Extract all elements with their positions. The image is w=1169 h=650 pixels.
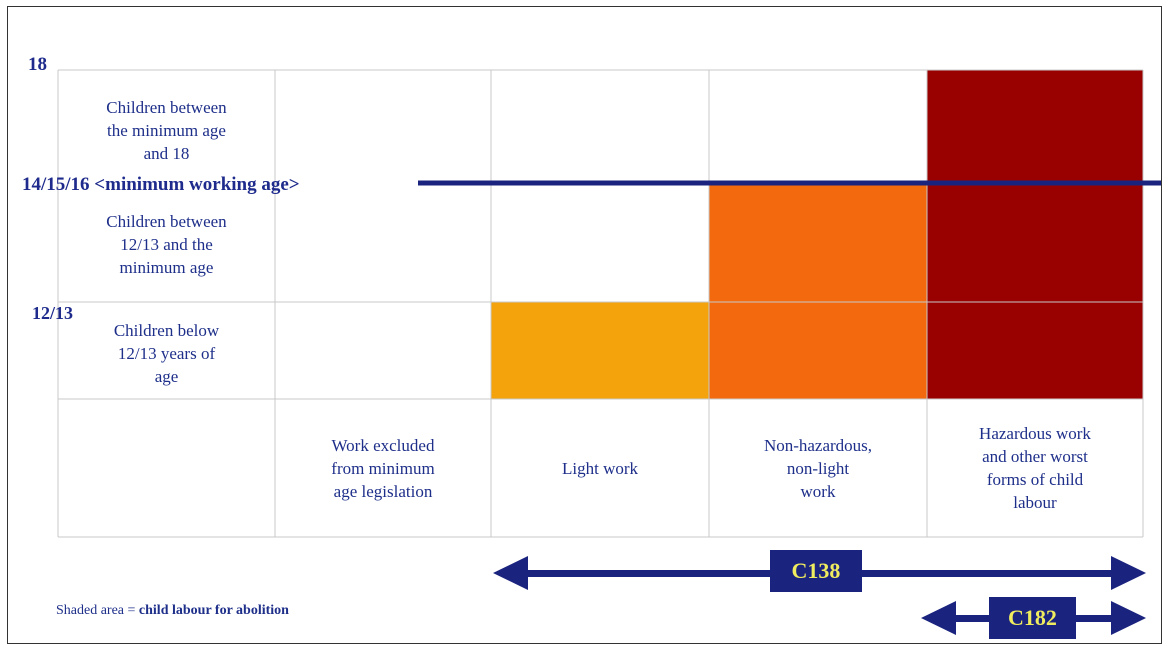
column-label-excluded-work: Work excluded from minimum age legislati… (331, 435, 435, 501)
legend-emphasis: child labour for abolition (138, 603, 289, 618)
row-label-below-12-13: Children below 12/13 years of age (113, 320, 220, 386)
shade-hazardous-all-ages (927, 70, 1143, 399)
age-label-12-13: 12/13 (32, 303, 74, 323)
row-label-min-age-to-18: Children between the minimum age and 18 (106, 97, 227, 163)
column-label-hazardous-work: Hazardous work and other worst forms of … (979, 424, 1091, 512)
convention-c138-label: C138 (770, 550, 862, 592)
shade-non-hazardous-below-12 (709, 302, 927, 399)
column-label-light-work: Light work (561, 458, 639, 478)
grid-lines (57, 69, 1144, 538)
column-label-non-hazardous-work: Non-hazardous, non-light work (763, 435, 873, 501)
convention-c182-label: C182 (989, 597, 1076, 639)
row-label-12-13-to-min-age: Children between 12/13 and the minimum a… (106, 211, 227, 277)
diagram-frame: 18 14/15/16 <minimum working age> 12/13 … (7, 6, 1162, 644)
shade-non-hazardous-12-to-min (709, 183, 927, 302)
age-label-18: 18 (28, 54, 47, 75)
age-label-minimum-working-age: 14/15/16 <minimum working age> (22, 174, 300, 195)
legend-shaded-area: Shaded area = child labour for abolition (56, 603, 289, 619)
legend-prefix: Shaded area = (56, 603, 139, 618)
shade-light-work-below-12 (491, 302, 709, 399)
